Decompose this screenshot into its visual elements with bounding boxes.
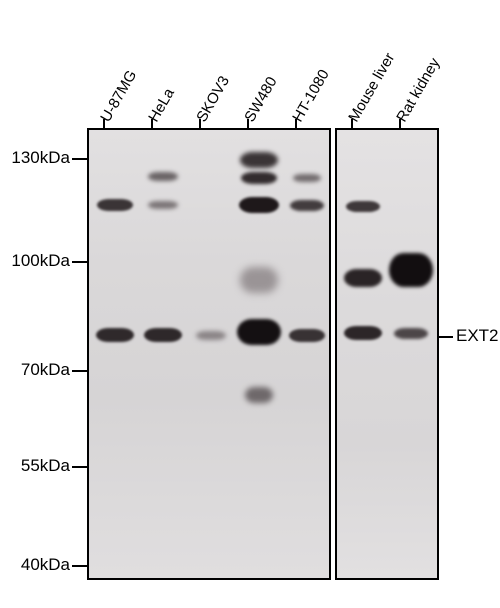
lane-label: U-87MG [97,67,140,125]
lane-tick [399,119,401,128]
protein-band [96,328,134,342]
mw-marker-tick [72,565,87,567]
mw-marker-label: 100kDa [0,251,70,271]
lane-tick [351,119,353,128]
lane-label: SW480 [241,74,280,125]
protein-band [394,328,428,339]
target-tick [439,336,453,338]
protein-band [245,387,273,403]
lane-tick [295,119,297,128]
lane-label: Mouse liver [345,50,398,125]
mw-marker-label: 130kDa [0,148,70,168]
lane-tick [199,119,201,128]
protein-band [148,172,178,181]
protein-band [344,326,382,340]
protein-band [144,328,182,342]
lane-tick [247,119,249,128]
protein-band [97,199,133,211]
lane-label: Rat kidney [393,55,443,125]
protein-band [240,267,278,293]
lane-tick [103,119,105,128]
protein-band [239,197,279,213]
lane-label: HT-1080 [289,67,332,125]
protein-band [289,329,325,342]
protein-band [148,201,178,209]
mw-marker-label: 40kDa [0,555,70,575]
mw-marker-tick [72,158,87,160]
protein-band [240,152,278,168]
protein-band [344,269,382,287]
western-blot-figure: 130kDa100kDa70kDa55kDa40kDaU-87MGHeLaSKO… [0,0,500,608]
lane-tick [151,119,153,128]
mw-marker-tick [72,261,87,263]
protein-band [241,172,277,184]
protein-band [389,253,433,287]
protein-band [346,201,380,212]
mw-marker-label: 70kDa [0,360,70,380]
mw-marker-tick [72,370,87,372]
mw-marker-tick [72,466,87,468]
protein-band [196,331,226,340]
panel-left [87,128,331,580]
protein-band [237,319,281,345]
protein-band [290,200,324,211]
protein-band [293,174,321,182]
lane-label: SKOV3 [193,73,233,125]
panel-right [335,128,439,580]
target-label: EXT2 [456,326,499,346]
mw-marker-label: 55kDa [0,456,70,476]
